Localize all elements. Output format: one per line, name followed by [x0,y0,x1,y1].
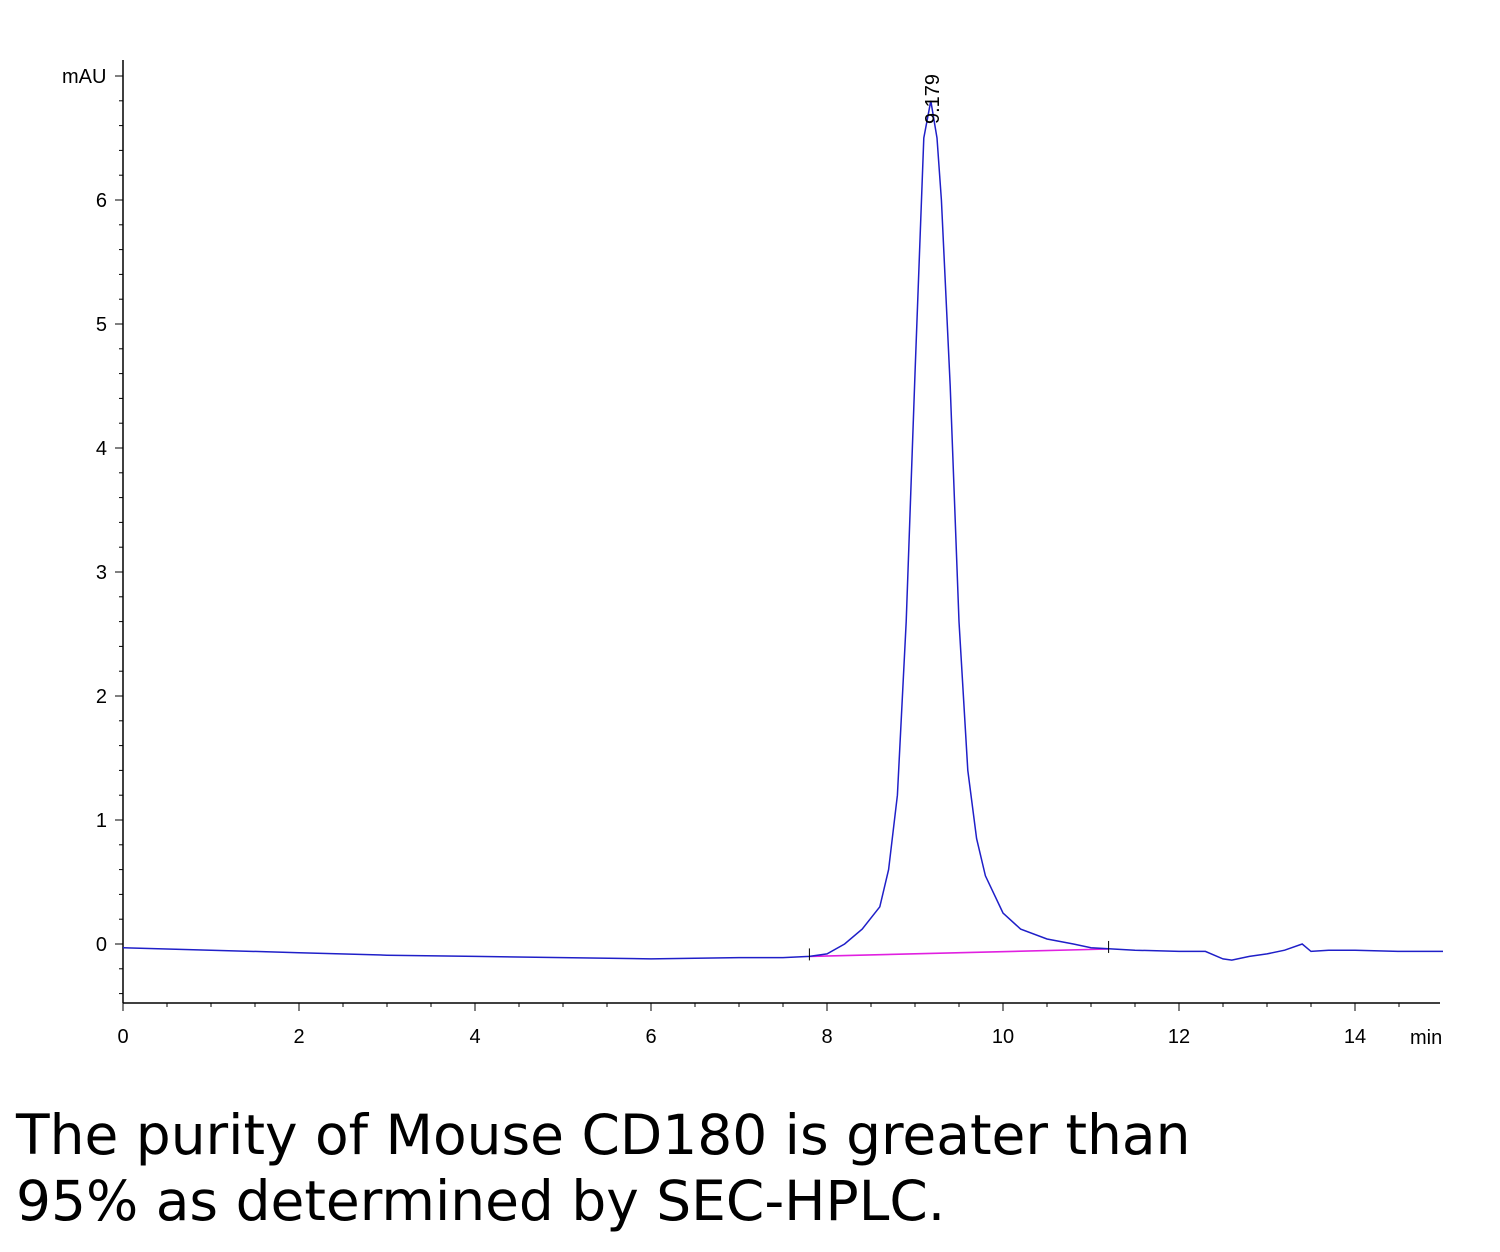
x-tick-label: 14 [1344,1026,1366,1048]
y-tick-label: 0 [96,934,107,956]
chromatogram-trace [122,100,1443,961]
x-axis-ticks: 0 2 4 6 8 10 12 14 [117,1003,1400,1048]
peak-retention-time-label: 9.179 [922,74,944,124]
peak-markers [808,940,1110,961]
x-tick-label: 4 [469,1026,480,1048]
x-tick-label: 10 [992,1026,1014,1048]
integration-baseline [809,948,1109,958]
y-tick-label: 5 [96,314,107,336]
y-tick-label: 1 [96,810,107,832]
y-tick-label: 4 [96,438,107,460]
y-tick-label: 6 [96,190,107,212]
y-tick-label: 3 [96,562,107,584]
x-axis-label: min [1410,1027,1442,1049]
x-tick-label: 8 [821,1026,832,1048]
y-axis-ticks: 0 1 2 3 4 5 6 [96,75,123,995]
y-tick-label: 2 [96,686,107,708]
caption-line-2: 95% as determined by SEC-HPLC. [16,1169,946,1233]
x-tick-label: 0 [117,1026,128,1048]
x-tick-label: 12 [1168,1026,1190,1048]
caption: The purity of Mouse CD180 is greater tha… [16,1102,1476,1234]
x-tick-label: 6 [645,1026,656,1048]
y-axis-label: mAU [62,66,106,88]
caption-line-1: The purity of Mouse CD180 is greater tha… [16,1103,1191,1167]
x-tick-label: 2 [293,1026,304,1048]
